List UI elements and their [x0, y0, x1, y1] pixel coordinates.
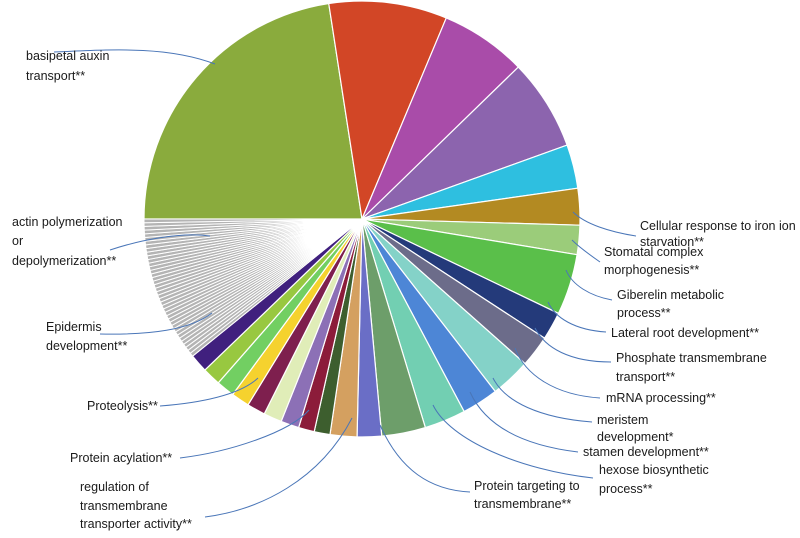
slice-label-actin-polymerization: actin polymerization or depolymerization…: [12, 215, 126, 268]
leader-line: [572, 211, 637, 237]
pie-slices: [143, 0, 581, 438]
slice-labels: basipetal auxin transport** actin polyme…: [12, 49, 799, 531]
leader-line: [53, 49, 216, 65]
slice-label-stomatal-complex: Stomatal complex morphogenesis**: [604, 245, 707, 277]
slice-label-hexose-biosynthetic: hexose biosynthetic process**: [599, 463, 712, 496]
leader-line: [534, 327, 612, 363]
leader-line: [159, 377, 259, 407]
slice-label-giberelin: Giberelin metabolic process**: [617, 288, 727, 320]
leader-line: [547, 301, 607, 333]
leader-line: [571, 239, 601, 263]
slice-label-stamen-development: stamen development**: [583, 445, 709, 459]
pie-slice-other: [143, 218, 363, 224]
leader-line: [514, 347, 601, 399]
leader-line: [204, 417, 353, 518]
leader-line: [99, 312, 213, 335]
pie-slice: [328, 0, 448, 222]
slice-label-mrna-processing: mRNA processing**: [606, 391, 716, 405]
slice-label-protein-acylation: Protein acylation**: [70, 451, 172, 465]
slice-label-basipetal-auxin-transport: basipetal auxin transport**: [26, 49, 113, 83]
leader-line: [109, 234, 211, 251]
slice-label-epidermis-development: Epidermis development**: [46, 320, 127, 353]
slice-label-lateral-root: Lateral root development**: [611, 326, 759, 340]
slice-label-phosphate-transport: Phosphate transmembrane transport**: [616, 351, 770, 384]
slice-label-regulation-transporter: regulation of transmembrane transporter …: [80, 480, 192, 531]
slice-label-meristem-development: meristem development*: [597, 413, 674, 444]
leader-line: [565, 269, 613, 301]
slice-label-proteolysis: Proteolysis**: [87, 399, 158, 413]
leader-line: [469, 391, 579, 453]
leader-line: [179, 409, 310, 459]
leader-line: [379, 424, 471, 493]
pie-slice: [143, 2, 363, 220]
slice-label-iron-starvation: Cellular response to iron ion starvation…: [640, 219, 799, 249]
slice-label-protein-targeting: Protein targeting to transmembrane**: [474, 479, 583, 511]
leader-line: [492, 377, 593, 423]
leader-line: [432, 404, 594, 479]
